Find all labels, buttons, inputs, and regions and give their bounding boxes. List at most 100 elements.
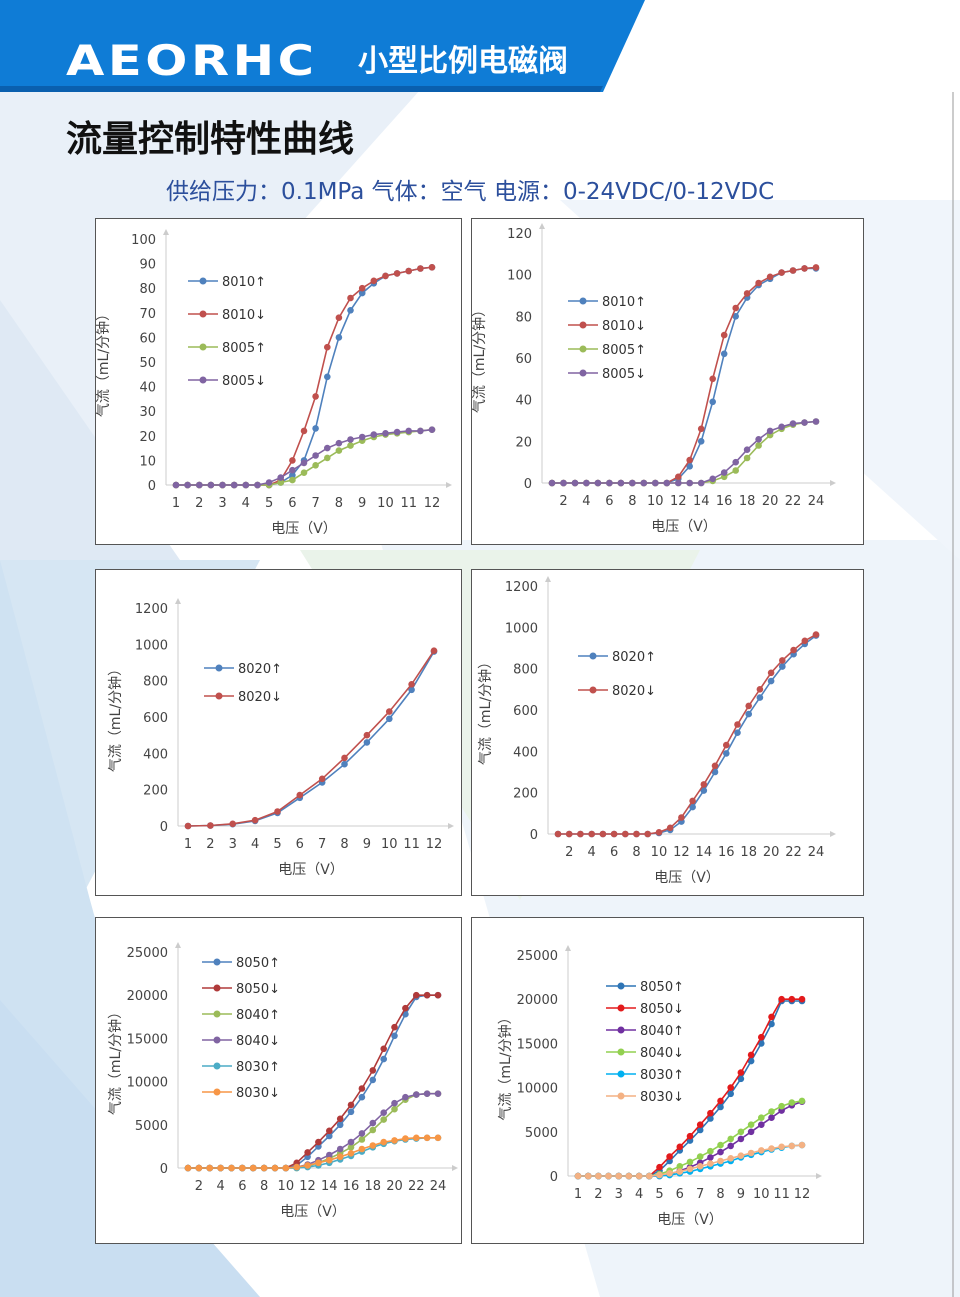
data-point xyxy=(717,1141,724,1149)
series-line xyxy=(187,650,435,827)
data-point xyxy=(727,1135,734,1143)
data-point xyxy=(778,995,785,1003)
y-tick-label: 10 xyxy=(139,454,156,469)
legend-swatch-marker xyxy=(213,1036,221,1044)
y-tick-label: 5000 xyxy=(525,1126,558,1141)
data-point xyxy=(743,454,751,462)
data-point xyxy=(335,334,343,341)
x-tick-label: 18 xyxy=(365,1179,382,1194)
series-line xyxy=(552,266,817,484)
x-axis-arrow xyxy=(452,1165,458,1171)
legend-swatch-marker xyxy=(617,1070,625,1078)
data-point xyxy=(326,1156,333,1164)
legend-swatch-marker xyxy=(199,376,207,384)
data-point xyxy=(382,272,389,280)
data-point xyxy=(778,423,785,431)
data-point xyxy=(363,731,371,739)
data-point xyxy=(707,1154,714,1161)
data-point xyxy=(242,481,250,489)
data-point xyxy=(595,1172,602,1180)
data-point xyxy=(271,1164,279,1172)
data-point xyxy=(633,830,640,838)
data-point xyxy=(417,265,424,272)
series-line xyxy=(176,266,433,486)
legend-swatch-marker xyxy=(617,982,625,990)
x-axis-arrow xyxy=(816,1173,822,1179)
x-axis-arrow xyxy=(446,482,452,488)
y-tick-label: 400 xyxy=(143,747,168,762)
data-point xyxy=(335,439,343,447)
y-tick-label: 40 xyxy=(139,381,156,396)
data-point xyxy=(358,289,366,297)
data-point xyxy=(646,1172,653,1180)
legend-label: 8020↓ xyxy=(612,684,656,699)
data-point xyxy=(737,1075,745,1083)
legend-label: 8010↓ xyxy=(222,308,266,323)
x-tick-label: 4 xyxy=(242,496,250,511)
y-tick-label: 0 xyxy=(524,477,532,492)
data-point xyxy=(584,1172,592,1180)
data-point xyxy=(370,431,378,438)
y-tick-label: 70 xyxy=(139,307,156,322)
data-point xyxy=(347,1138,355,1146)
data-point xyxy=(423,991,431,999)
x-tick-label: 9 xyxy=(363,837,371,852)
y-tick-label: 100 xyxy=(131,233,156,248)
data-point xyxy=(758,1147,765,1154)
data-point xyxy=(717,1157,724,1165)
y-tick-label: 0 xyxy=(530,828,538,843)
x-axis-title: 电压（V） xyxy=(657,1212,723,1228)
y-tick-label: 20000 xyxy=(127,989,168,1004)
legend-label: 8010↓ xyxy=(602,319,646,334)
y-tick-label: 0 xyxy=(148,479,156,494)
legend-label: 8040↓ xyxy=(236,1034,280,1049)
data-point xyxy=(184,822,192,830)
legend-label: 8030↑ xyxy=(236,1060,280,1075)
x-axis-title: 电压（V） xyxy=(280,1204,346,1220)
y-tick-label: 10000 xyxy=(127,1076,168,1091)
data-point xyxy=(666,1170,673,1177)
data-point xyxy=(756,686,764,693)
data-point xyxy=(663,479,671,487)
data-point xyxy=(358,433,366,441)
series-line xyxy=(552,420,817,484)
x-tick-label: 22 xyxy=(408,1179,425,1194)
data-point xyxy=(393,270,401,277)
x-tick-label: 2 xyxy=(195,496,203,511)
data-point xyxy=(625,1172,633,1180)
data-point xyxy=(678,814,685,821)
data-point xyxy=(727,1155,734,1162)
y-tick-label: 20 xyxy=(139,430,156,445)
data-point xyxy=(756,694,764,701)
series-line xyxy=(188,1137,438,1169)
data-point xyxy=(386,708,393,715)
data-point xyxy=(745,710,752,718)
data-point xyxy=(369,1076,377,1084)
data-point xyxy=(347,1150,355,1157)
x-tick-label: 20 xyxy=(762,494,779,509)
x-tick-label: 1 xyxy=(184,837,192,852)
data-point xyxy=(588,830,595,838)
data-point xyxy=(228,1164,235,1172)
y-tick-label: 1000 xyxy=(505,621,538,636)
data-point xyxy=(577,830,584,838)
y-tick-label: 600 xyxy=(143,711,168,726)
data-point xyxy=(732,467,739,474)
x-tick-label: 10 xyxy=(753,1187,770,1202)
data-point xyxy=(798,995,806,1003)
x-tick-label: 12 xyxy=(299,1179,316,1194)
data-point xyxy=(707,1160,714,1167)
data-point xyxy=(423,1134,431,1142)
data-point xyxy=(184,481,191,489)
data-point xyxy=(326,1132,333,1140)
data-point xyxy=(666,1153,673,1160)
data-point xyxy=(617,479,625,487)
x-tick-label: 14 xyxy=(321,1179,338,1194)
data-point xyxy=(260,1164,268,1172)
data-point xyxy=(656,1171,663,1179)
x-tick-label: 12 xyxy=(424,496,441,511)
data-point xyxy=(790,646,797,654)
